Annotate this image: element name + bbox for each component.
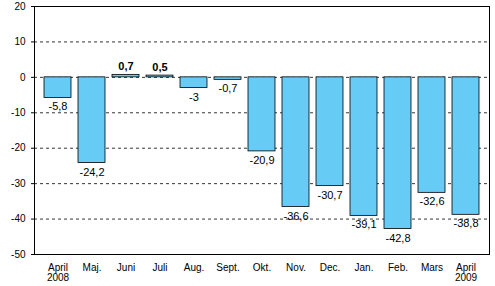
svg-text:-20: -20	[11, 142, 26, 153]
svg-text:-10: -10	[11, 107, 26, 118]
svg-text:-38,8: -38,8	[453, 217, 478, 229]
svg-text:-0,7: -0,7	[219, 82, 238, 94]
svg-text:-36,6: -36,6	[283, 210, 308, 222]
svg-text:-24,2: -24,2	[79, 166, 104, 178]
svg-text:0,5: 0,5	[152, 61, 167, 73]
svg-text:-40: -40	[11, 213, 26, 224]
svg-text:Okt.: Okt.	[253, 262, 271, 273]
svg-text:0,7: 0,7	[118, 60, 133, 72]
svg-text:0: 0	[20, 72, 26, 83]
svg-text:-50: -50	[11, 249, 26, 260]
svg-text:April2008: April2008	[47, 262, 70, 283]
svg-text:Mars: Mars	[421, 262, 443, 273]
svg-text:Dec.: Dec.	[320, 262, 341, 273]
svg-text:-42,8: -42,8	[385, 232, 410, 244]
svg-text:-20,9: -20,9	[249, 154, 274, 166]
svg-text:Jan.: Jan.	[355, 262, 374, 273]
svg-text:-3: -3	[189, 91, 199, 103]
svg-text:Sept.: Sept.	[216, 262, 239, 273]
svg-text:-30: -30	[11, 178, 26, 189]
svg-text:-39,1: -39,1	[351, 218, 376, 230]
svg-text:Feb.: Feb.	[388, 262, 408, 273]
svg-text:20: 20	[14, 1, 26, 12]
svg-text:-30,7: -30,7	[317, 189, 342, 201]
svg-text:Juni: Juni	[117, 262, 135, 273]
svg-text:-32,6: -32,6	[419, 195, 444, 207]
svg-text:-5,8: -5,8	[49, 100, 68, 112]
svg-text:Juli: Juli	[152, 262, 167, 273]
svg-text:Nov.: Nov.	[286, 262, 306, 273]
svg-text:10: 10	[14, 36, 26, 47]
svg-text:Maj.: Maj.	[83, 262, 102, 273]
svg-text:April2009: April2009	[455, 262, 478, 283]
svg-text:Aug.: Aug.	[184, 262, 205, 273]
